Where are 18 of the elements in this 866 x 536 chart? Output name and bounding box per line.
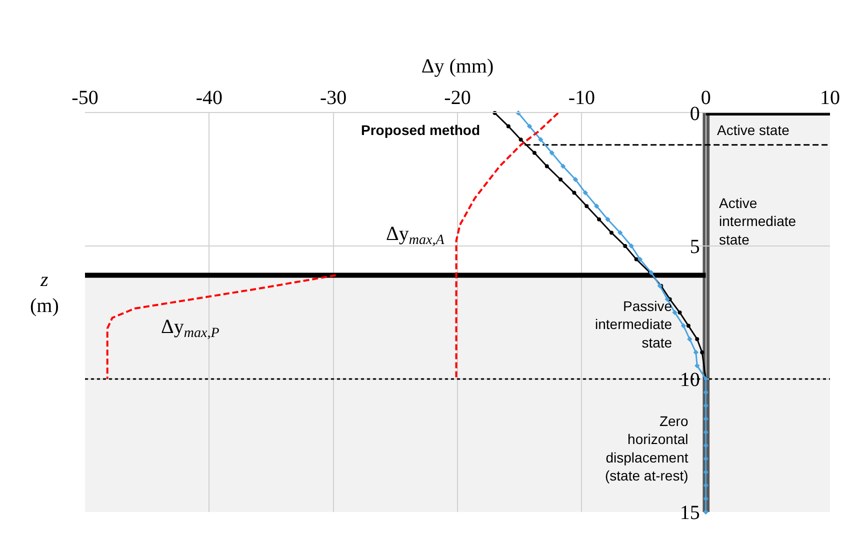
x-tick-label: 10: [820, 87, 840, 109]
x-tick-label: -10: [568, 87, 596, 109]
x-tick-label: -50: [72, 87, 98, 109]
y-tick-label: 5: [690, 236, 700, 258]
annotation: Proposed method: [361, 122, 480, 138]
x-tick-label: -40: [196, 87, 223, 109]
x-tick-label: -30: [320, 87, 347, 109]
x-tick-label: -20: [444, 87, 471, 109]
x-axis-title: Δy (mm): [421, 56, 494, 78]
annotation: Active state: [717, 122, 790, 138]
annotation: Passive intermediate state: [595, 298, 672, 350]
y-tick-label: 0: [690, 103, 700, 125]
y-axis-title: z (m): [30, 269, 59, 317]
y-tick-label: 15: [680, 502, 700, 524]
annotation: Active intermediate state: [719, 195, 796, 248]
annotation: Zero horizontal displacement (state at-rest): [605, 413, 688, 484]
annotation: Δy$_{max,A}$: [386, 223, 445, 248]
annotation: Δy$_{max,P}$: [161, 316, 220, 342]
